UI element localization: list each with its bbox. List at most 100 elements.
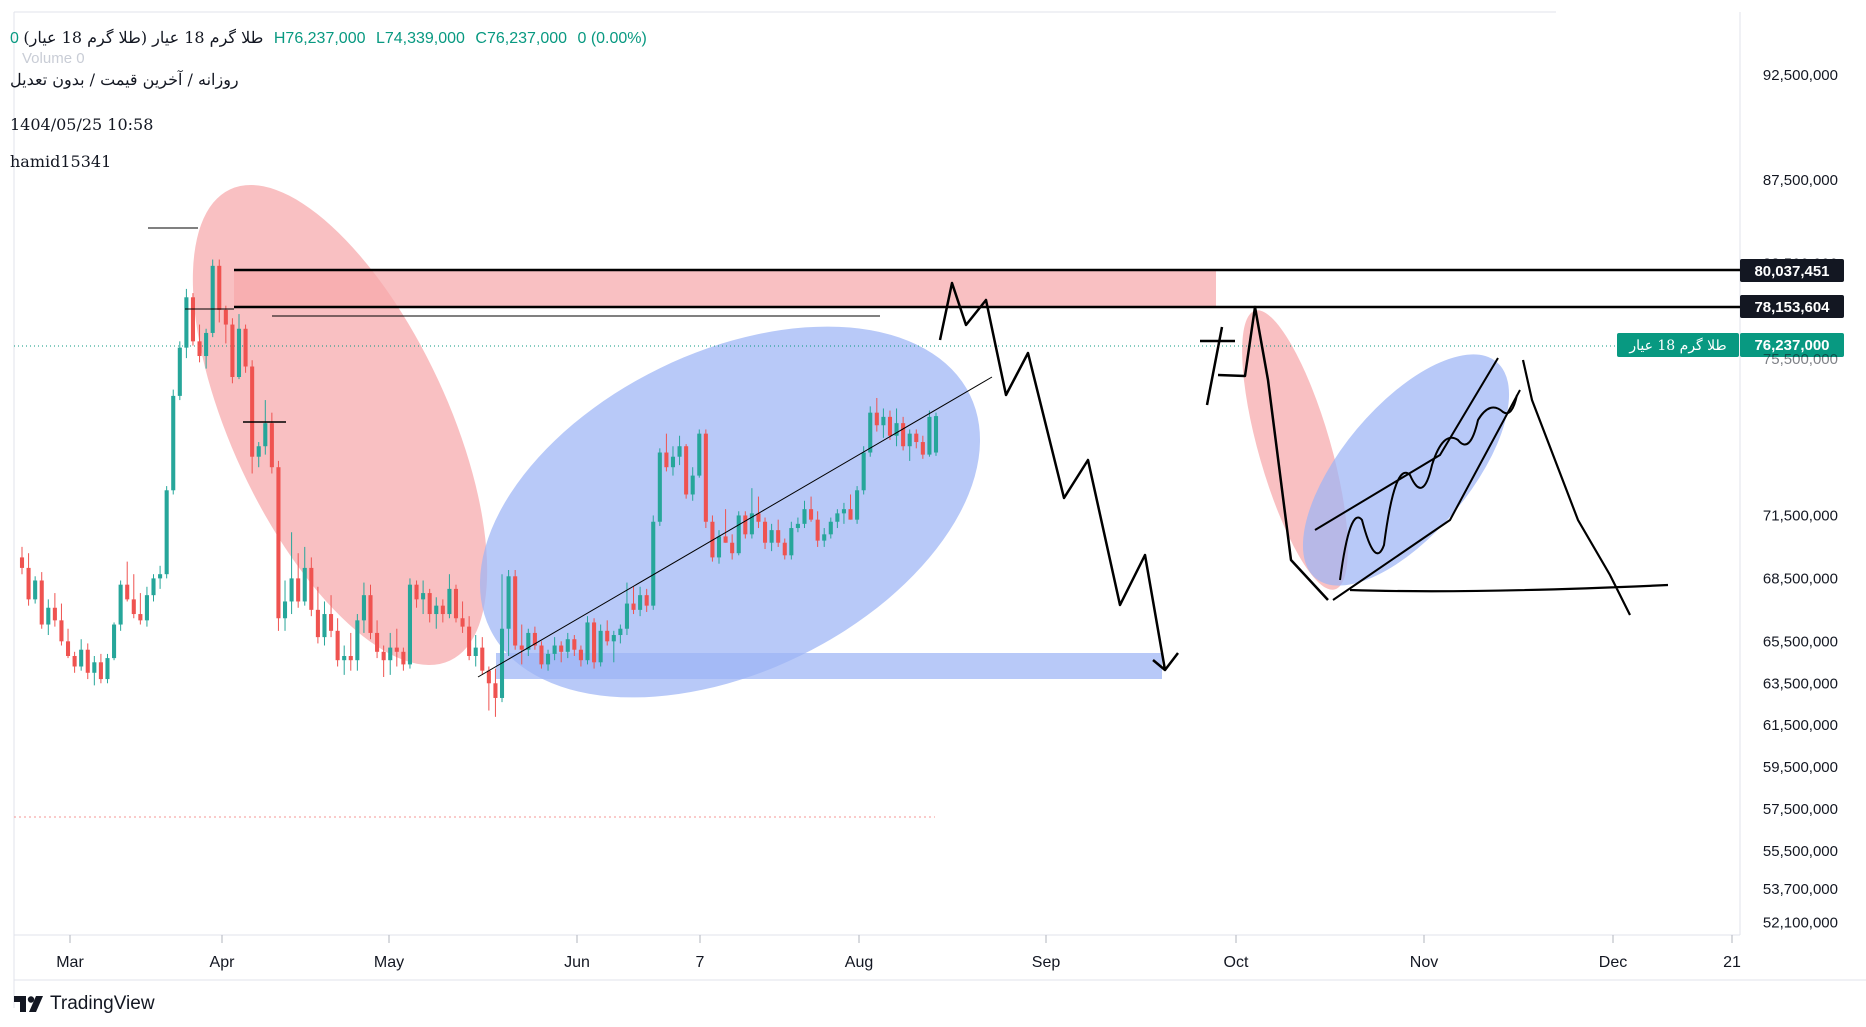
candle[interactable] <box>855 486 860 524</box>
candle[interactable] <box>901 416 906 451</box>
candle[interactable] <box>98 653 103 684</box>
candle[interactable] <box>638 586 643 617</box>
ohlc-legend[interactable]: طلا گرم 18 عیار (طلا گرم 18 عیار) 0 H76,… <box>10 28 647 48</box>
candle[interactable] <box>85 643 90 680</box>
candle[interactable] <box>190 293 196 346</box>
candle[interactable] <box>710 515 715 562</box>
candle[interactable] <box>256 442 261 468</box>
candle[interactable] <box>467 616 472 661</box>
candle[interactable] <box>118 580 123 631</box>
candle[interactable] <box>105 653 110 684</box>
candle[interactable] <box>447 574 452 619</box>
candle[interactable] <box>39 572 44 629</box>
candle[interactable] <box>427 588 432 623</box>
candle[interactable] <box>282 580 288 631</box>
candle[interactable] <box>217 259 222 323</box>
candle[interactable] <box>407 578 412 669</box>
candle[interactable] <box>677 435 682 466</box>
candle[interactable] <box>368 584 373 640</box>
candle[interactable] <box>302 546 307 606</box>
candle[interactable] <box>598 624 603 667</box>
candle[interactable] <box>92 656 97 686</box>
candle[interactable] <box>144 586 149 627</box>
candle[interactable] <box>401 647 406 671</box>
candle[interactable] <box>125 561 130 602</box>
candle[interactable] <box>342 645 347 675</box>
candle[interactable] <box>684 444 689 499</box>
candle[interactable] <box>486 666 491 711</box>
candle[interactable] <box>539 641 544 669</box>
candle[interactable] <box>361 582 366 633</box>
candle[interactable] <box>822 528 827 547</box>
candle[interactable] <box>532 626 537 650</box>
candle[interactable] <box>250 360 255 474</box>
candle[interactable] <box>776 519 781 547</box>
candle[interactable] <box>315 586 320 644</box>
candle[interactable] <box>815 511 820 547</box>
candle[interactable] <box>355 614 360 671</box>
candle[interactable] <box>421 580 426 615</box>
candle[interactable] <box>835 509 840 529</box>
candle[interactable] <box>749 488 754 539</box>
candle[interactable] <box>440 599 445 623</box>
candle[interactable] <box>230 318 235 384</box>
candle[interactable] <box>263 400 268 455</box>
candle[interactable] <box>887 410 893 440</box>
candle[interactable] <box>184 288 189 359</box>
candle[interactable] <box>493 668 498 717</box>
last-price-badge[interactable]: طلا گرم 18 عیار 76,237,000 <box>1617 333 1844 357</box>
candle[interactable] <box>460 601 465 633</box>
candle[interactable] <box>434 597 439 629</box>
candle[interactable] <box>177 341 182 401</box>
candle[interactable] <box>296 553 301 608</box>
candle[interactable] <box>933 412 939 456</box>
candle[interactable] <box>52 593 57 627</box>
candle[interactable] <box>519 624 524 665</box>
candle[interactable] <box>59 603 64 646</box>
candle[interactable] <box>894 408 899 447</box>
candle[interactable] <box>914 429 919 449</box>
candle[interactable] <box>151 574 156 602</box>
candle[interactable] <box>605 620 610 646</box>
candle[interactable] <box>795 517 800 533</box>
candle[interactable] <box>559 641 564 663</box>
candle[interactable] <box>72 651 77 673</box>
candle[interactable] <box>611 630 616 663</box>
candle[interactable] <box>79 639 84 671</box>
candle[interactable] <box>585 616 590 665</box>
candle[interactable] <box>618 624 623 644</box>
candle[interactable] <box>920 435 925 459</box>
candle[interactable] <box>322 601 327 646</box>
candle[interactable] <box>453 584 459 623</box>
candle[interactable] <box>670 446 676 476</box>
candle[interactable] <box>756 496 761 529</box>
candle[interactable] <box>269 412 274 474</box>
candle[interactable] <box>473 635 478 667</box>
candle[interactable] <box>138 593 143 625</box>
level-badge-80037451[interactable]: 80,037,451 <box>1740 259 1844 282</box>
candle[interactable] <box>848 494 853 520</box>
candle[interactable] <box>289 532 294 615</box>
candle[interactable] <box>309 557 314 617</box>
candle[interactable] <box>46 599 51 636</box>
candle[interactable] <box>572 635 577 657</box>
candle[interactable] <box>907 429 912 461</box>
candle[interactable] <box>730 534 735 560</box>
candle[interactable] <box>223 305 228 344</box>
candle[interactable] <box>624 582 629 636</box>
candle[interactable] <box>171 389 176 495</box>
candle[interactable] <box>414 580 419 608</box>
candle[interactable] <box>861 446 866 495</box>
candle[interactable] <box>592 618 597 669</box>
candle[interactable] <box>802 500 807 529</box>
candle[interactable] <box>204 328 209 369</box>
candle[interactable] <box>506 569 511 657</box>
candle[interactable] <box>513 569 518 650</box>
candle[interactable] <box>546 649 551 671</box>
candle[interactable] <box>651 515 656 610</box>
candle[interactable] <box>881 408 886 438</box>
candle[interactable] <box>236 314 242 380</box>
candle[interactable] <box>158 565 163 589</box>
candle[interactable] <box>210 259 215 338</box>
candle[interactable] <box>657 448 662 526</box>
